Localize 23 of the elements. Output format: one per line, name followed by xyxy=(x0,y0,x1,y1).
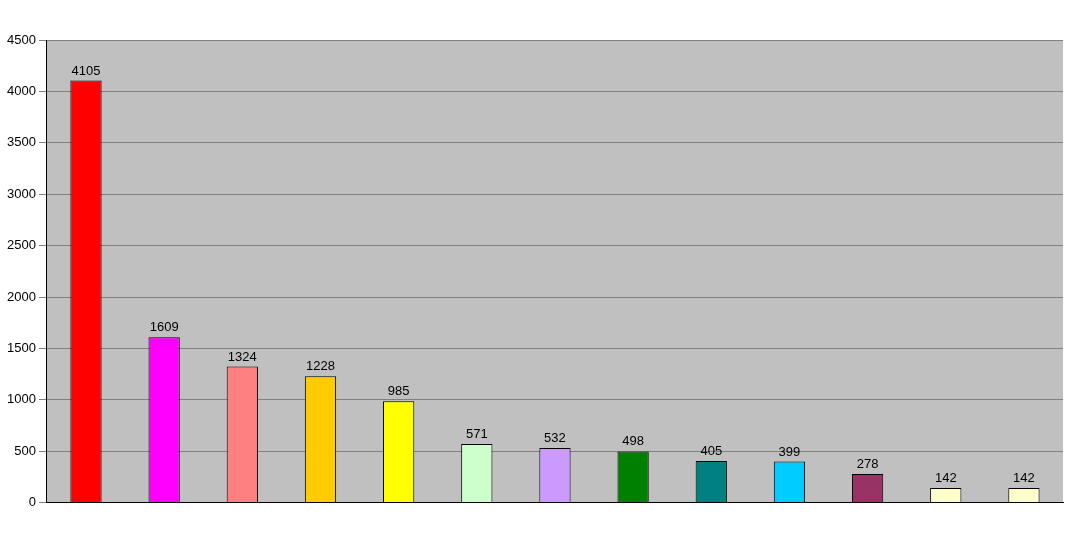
data-label: 1324 xyxy=(227,348,257,364)
data-label: 498 xyxy=(622,433,644,449)
y-tick-label: 3500 xyxy=(7,134,36,150)
data-label: 985 xyxy=(387,383,410,399)
data-label: 405 xyxy=(700,443,723,459)
y-tick-label: 2500 xyxy=(7,237,36,253)
y-tick-label: 4000 xyxy=(7,82,36,98)
data-label: 278 xyxy=(856,456,879,472)
y-tick-label: 1000 xyxy=(7,391,36,407)
data-label: 4105 xyxy=(71,62,101,78)
data-label: 1228 xyxy=(306,358,335,374)
y-tick-label: 1500 xyxy=(7,339,36,355)
data-label: 1609 xyxy=(149,319,179,335)
data-label: 142 xyxy=(934,470,957,486)
y-tick-label: 0 xyxy=(28,494,36,510)
y-tick-label: 4500 xyxy=(7,31,36,47)
y-tick-label: 2000 xyxy=(7,288,36,304)
data-label: 532 xyxy=(544,429,566,445)
y-tick-label: 500 xyxy=(14,442,36,458)
data-label: 399 xyxy=(778,443,801,459)
data-label: 142 xyxy=(1013,470,1035,486)
data-label: 571 xyxy=(465,425,488,441)
y-tick-label: 3000 xyxy=(7,185,36,201)
